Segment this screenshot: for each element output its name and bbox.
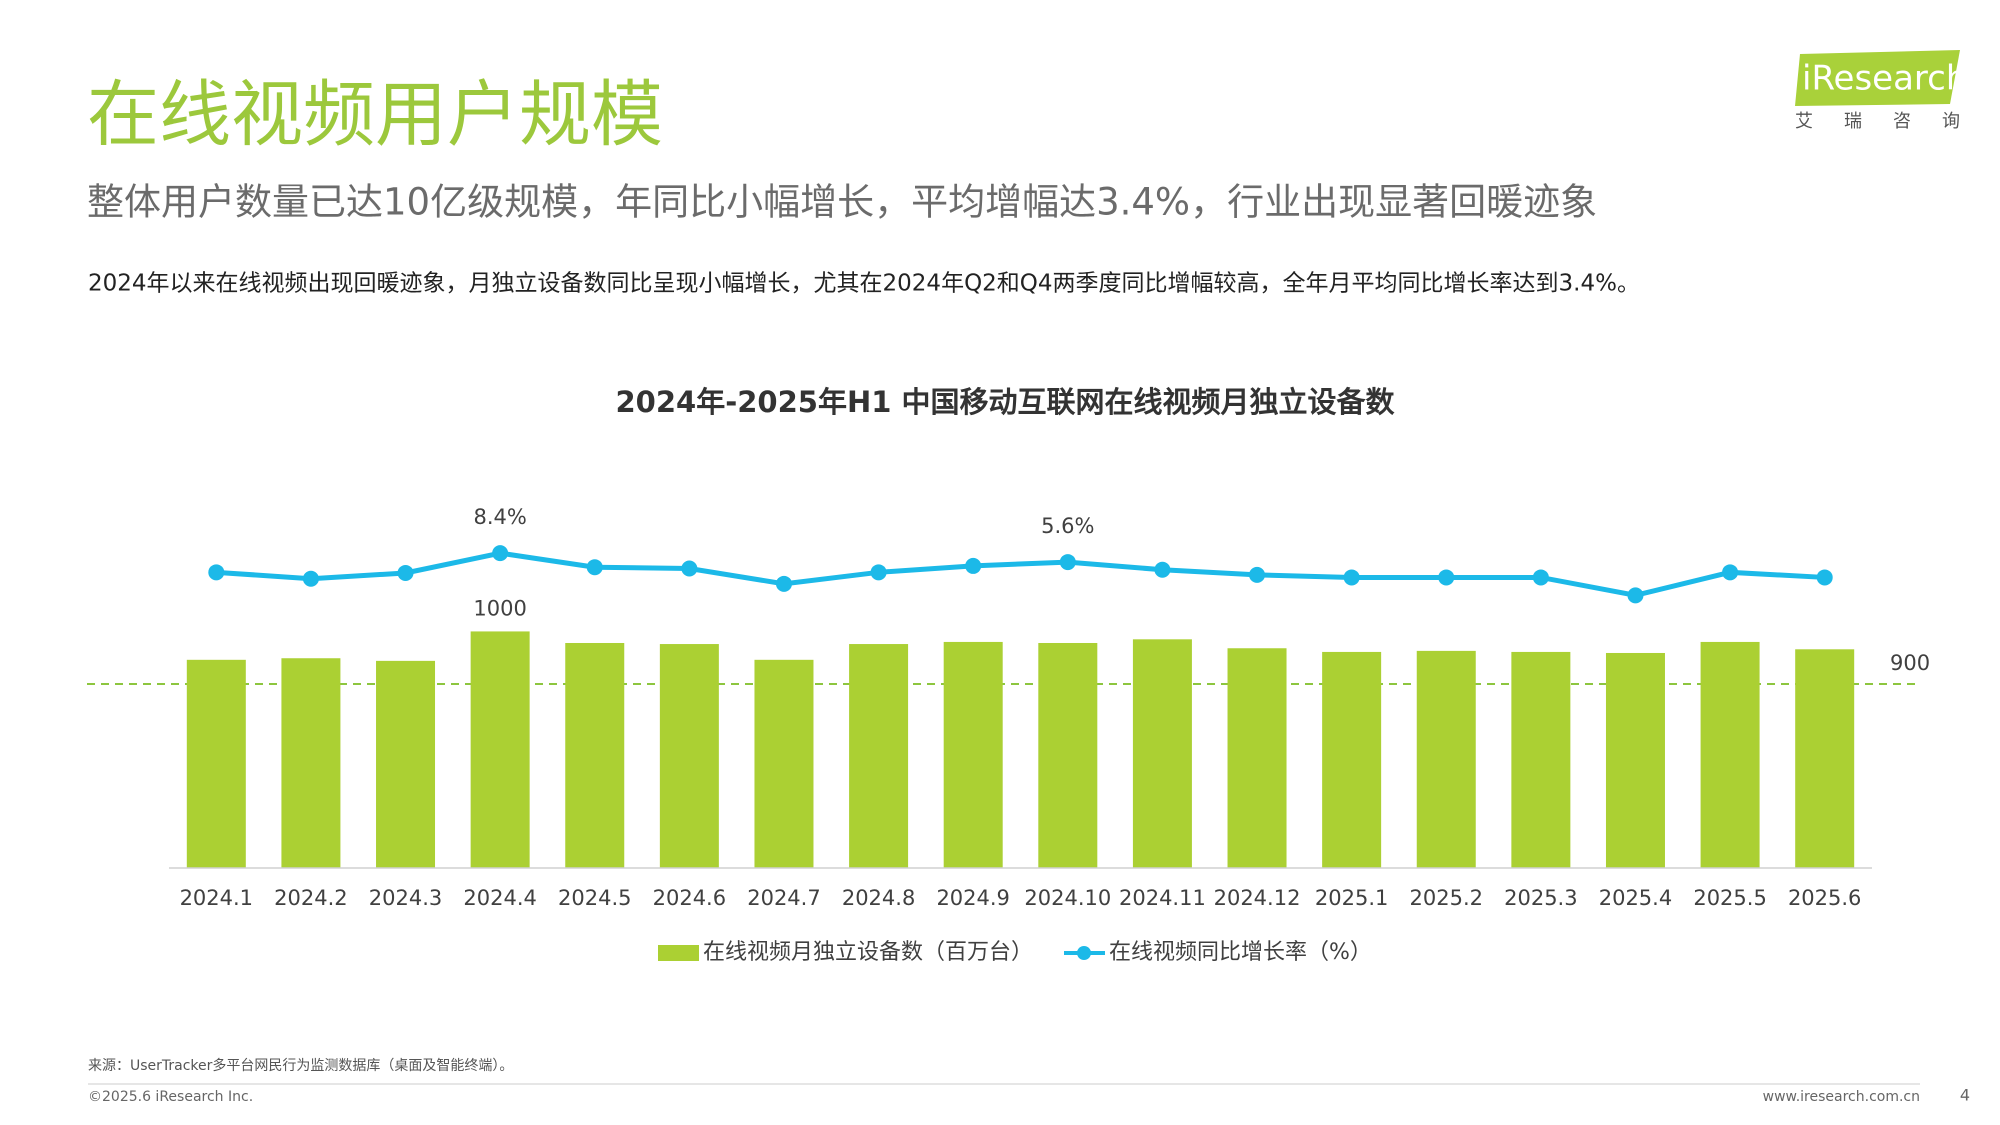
x-tick-label: 2024.9 [936,886,1009,910]
x-tick-label: 2024.8 [842,886,915,910]
line-point [681,560,698,577]
data-label: 8.4% [473,505,526,529]
line-point [208,564,225,581]
x-tick-label: 2024.7 [747,886,820,910]
bar [1416,650,1476,868]
bar [1227,648,1287,868]
bar [943,641,1003,868]
line-point [1816,569,1833,586]
x-tick-label: 2024.12 [1214,886,1301,910]
bar [1605,652,1665,868]
x-tick-label: 2024.5 [558,886,631,910]
legend-label: 在线视频月独立设备数（百万台） [703,940,1033,965]
bar [849,644,909,868]
line-point [1722,564,1739,581]
page-subtitle: 整体用户数量已达10亿级规模，年同比小幅增长，平均增幅达3.4%，行业出现显著回… [87,181,1597,224]
line-point [1154,561,1171,578]
line-point [1438,569,1455,586]
bar [470,631,530,868]
page-number: 4 [1960,1086,1970,1105]
line-point [1059,554,1076,571]
x-tick-label: 2025.6 [1788,886,1861,910]
reference-label: 900 [1890,651,1930,675]
chart-title: 2024年-2025年H1 中国移动互联网在线视频月独立设备数 [615,385,1395,419]
x-tick-label: 2024.3 [369,886,442,910]
bar [565,642,625,868]
logo-brand: iResearch [1802,59,1967,99]
line-point [302,570,319,587]
bar [281,658,341,868]
x-tick-label: 2025.2 [1410,886,1483,910]
x-tick-label: 2024.11 [1119,886,1206,910]
x-tick-label: 2025.5 [1693,886,1766,910]
bar [1511,651,1571,868]
line-point [397,564,414,581]
line-point [1249,566,1266,583]
x-tick-label: 2024.6 [653,886,726,910]
line-point [1627,587,1644,604]
data-label: 1000 [473,596,526,620]
page-title: 在线视频用户规模 [87,73,663,157]
bar [1795,649,1855,868]
line [216,550,1825,598]
legend-swatch [658,945,699,961]
x-tick-label: 2025.3 [1504,886,1577,910]
x-tick-label: 2024.4 [463,886,536,910]
line-point [492,545,509,562]
bar [1322,651,1382,868]
x-tick-label: 2025.4 [1599,886,1672,910]
x-tick-label: 2024.10 [1024,886,1111,910]
bar [186,659,246,868]
logo-tagline: 艾 瑞 咨 询 [1795,111,1960,132]
bar [1132,639,1192,868]
bar [1700,641,1760,868]
x-tick-label: 2025.1 [1315,886,1388,910]
bar [1038,642,1098,868]
line-point [870,564,887,581]
legend-label: 在线视频同比增长率（%） [1109,940,1372,965]
line-point [965,557,982,574]
line-point [586,559,603,576]
data-label: 5.6% [1041,514,1094,538]
line-point [775,575,792,592]
source: 来源：UserTracker多平台网民行为监测数据库（桌面及智能终端）。 [88,1057,513,1074]
logo-badge [1795,50,1960,106]
description: 2024年以来在线视频出现回暖迹象，月独立设备数同比呈现小幅增长，尤其在2024… [88,271,1640,297]
bar [754,659,814,868]
x-tick-label: 2024.1 [180,886,253,910]
x-tick-label: 2024.2 [274,886,347,910]
website: www.iresearch.com.cn [1763,1089,1920,1105]
copyright: ©2025.6 iResearch Inc. [88,1089,253,1105]
bar [376,660,436,868]
line-point [1532,569,1549,586]
line-point [1343,569,1360,586]
legend-swatch [1077,946,1091,960]
bar [659,644,719,868]
